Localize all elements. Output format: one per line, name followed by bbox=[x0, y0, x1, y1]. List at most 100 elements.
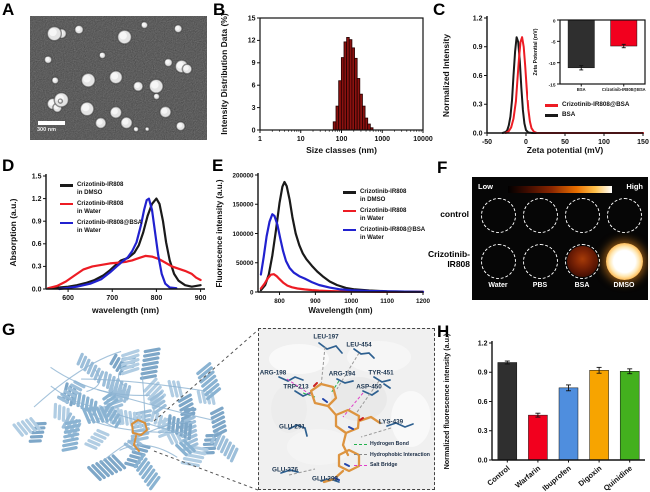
svg-text:15: 15 bbox=[248, 15, 256, 22]
svg-text:150000: 150000 bbox=[232, 202, 254, 209]
residue-label: GLU-291 bbox=[279, 423, 305, 431]
intensity-colorbar bbox=[508, 186, 612, 193]
svg-text:Quinidine: Quinidine bbox=[602, 464, 634, 492]
svg-text:0.3: 0.3 bbox=[32, 264, 42, 271]
svg-text:0.0: 0.0 bbox=[473, 130, 483, 137]
svg-text:Control: Control bbox=[485, 464, 511, 488]
colorbar-high-label: High bbox=[626, 182, 643, 191]
svg-text:1000: 1000 bbox=[374, 136, 390, 143]
svg-text:900: 900 bbox=[195, 295, 207, 302]
column-label: BSA bbox=[574, 282, 590, 289]
svg-text:600: 600 bbox=[62, 295, 74, 302]
svg-text:Wavelength (nm): Wavelength (nm) bbox=[308, 306, 372, 315]
svg-text:0.6: 0.6 bbox=[32, 241, 42, 248]
svg-text:Ibuprofen: Ibuprofen bbox=[541, 463, 574, 492]
panel-h-letter: H bbox=[437, 322, 450, 341]
svg-text:1000: 1000 bbox=[344, 298, 359, 305]
residue-label: TRP-213 bbox=[283, 383, 309, 391]
panel-b-letter: B bbox=[213, 0, 226, 19]
svg-text:0.9: 0.9 bbox=[473, 44, 483, 51]
legend-label: BSA bbox=[562, 111, 576, 118]
svg-text:1.2: 1.2 bbox=[473, 15, 483, 22]
svg-text:Absorption (a.u.): Absorption (a.u.) bbox=[8, 198, 18, 266]
panel-e-letter: E bbox=[212, 156, 224, 175]
residue-label: ARG-194 bbox=[328, 370, 356, 378]
sample-well bbox=[606, 197, 642, 233]
svg-text:BSA: BSA bbox=[577, 87, 586, 92]
svg-text:10000: 10000 bbox=[413, 136, 433, 143]
svg-text:Zeta Potential (mV): Zeta Potential (mV) bbox=[533, 28, 539, 75]
svg-text:0.9: 0.9 bbox=[478, 370, 488, 377]
svg-text:-15: -15 bbox=[549, 82, 556, 88]
svg-text:0.0: 0.0 bbox=[32, 286, 42, 293]
svg-text:Crizotinib-IR808@BSA: Crizotinib-IR808@BSA bbox=[602, 87, 646, 92]
protein-ribbon-structure bbox=[12, 329, 259, 491]
interaction-legend: Hydrogen Bond Hydrophobic Interaction Sa… bbox=[354, 441, 434, 473]
colorbar-low-label: Low bbox=[478, 182, 493, 191]
panel-d-chart: 0.0 0.3 0.6 0.9 1.2 1.5 600 700 800 900 wavelength… bbox=[8, 173, 207, 315]
column-label: DMSO bbox=[613, 282, 635, 289]
svg-text:0.9: 0.9 bbox=[32, 219, 42, 226]
sample-well bbox=[480, 197, 516, 233]
panel-c-inset-chart: 0 -5 -10 -15 BSA Crizotinib-IR808@BSA Zeta Pot… bbox=[528, 14, 650, 100]
svg-text:800: 800 bbox=[151, 295, 163, 302]
svg-text:50: 50 bbox=[561, 139, 569, 146]
fluorescence-imaging-panel: Low High Water PBS BSA DMSO bbox=[472, 177, 648, 300]
residue-label: ARG-198 bbox=[259, 369, 287, 377]
svg-text:0.3: 0.3 bbox=[473, 102, 483, 109]
svg-text:wavelength (nm): wavelength (nm) bbox=[91, 305, 159, 315]
svg-text:0.6: 0.6 bbox=[473, 73, 483, 80]
panel-c-legend: Crizotinib-IR808@BSA BSA bbox=[545, 101, 629, 121]
svg-text:0.0: 0.0 bbox=[478, 457, 488, 464]
tem-scale-label: 300 nm bbox=[37, 127, 56, 133]
sample-well bbox=[605, 242, 643, 280]
panel-c-chart: 0.0 0.3 0.6 0.9 1.2 -5 0 0 50 100 150 Zeta potentia… bbox=[441, 15, 649, 155]
binding-site-zoom-box: LEU-197 LEU-454 ARG-198 ARG-194 TYR-451 … bbox=[258, 328, 435, 490]
svg-text:10: 10 bbox=[297, 136, 305, 143]
svg-text:1.5: 1.5 bbox=[32, 173, 42, 180]
svg-text:150: 150 bbox=[637, 139, 649, 146]
row-label-crizotinib: Crizotinib-IR808 bbox=[427, 249, 470, 269]
residue-label: GLU-276 bbox=[272, 466, 298, 474]
residue-label: LYS-439 bbox=[378, 418, 404, 426]
tem-scale-bar bbox=[38, 121, 65, 125]
svg-text:Warfarin: Warfarin bbox=[513, 463, 542, 490]
svg-text:Zeta potential (mV): Zeta potential (mV) bbox=[527, 145, 604, 155]
svg-text:0: 0 bbox=[553, 18, 556, 24]
residue-label: GLU-293 bbox=[312, 475, 338, 483]
svg-text:1: 1 bbox=[258, 136, 262, 143]
panel-e-chart: 0 50000 100000 150000 200000 800 900 1000 1100 12… bbox=[215, 172, 430, 315]
svg-text:Normalized Intensity: Normalized Intensity bbox=[441, 34, 451, 117]
svg-text:-10: -10 bbox=[549, 61, 556, 67]
svg-text:0.6: 0.6 bbox=[478, 399, 488, 406]
sample-well bbox=[564, 243, 600, 279]
panel-e-legend: Crizotinib-IR808 in DMSO Crizotinib-IR808… bbox=[343, 188, 425, 245]
panel-d-legend: Crizotinib-IR808 in DMSO Crizotinib-IR808… bbox=[60, 181, 142, 238]
residue-label: TYR-451 bbox=[368, 369, 394, 377]
residue-label: LEU-454 bbox=[346, 341, 372, 349]
svg-text:100000: 100000 bbox=[232, 231, 254, 238]
svg-text:900: 900 bbox=[310, 298, 321, 305]
panel-c-letter: C bbox=[433, 0, 446, 19]
svg-text:1.2: 1.2 bbox=[32, 196, 42, 203]
svg-text:0: 0 bbox=[252, 127, 256, 134]
svg-text:0: 0 bbox=[524, 139, 528, 146]
tem-image bbox=[30, 16, 207, 140]
panel-a-letter: A bbox=[2, 0, 15, 19]
svg-text:100: 100 bbox=[598, 139, 610, 146]
svg-text:700: 700 bbox=[106, 295, 118, 302]
svg-text:1100: 1100 bbox=[380, 298, 394, 305]
svg-text:1.2: 1.2 bbox=[478, 340, 488, 347]
sample-well bbox=[522, 197, 558, 233]
svg-text:Intensity Distribution Data (%: Intensity Distribution Data (%) bbox=[219, 13, 229, 135]
svg-text:-5: -5 bbox=[551, 40, 556, 46]
svg-text:200000: 200000 bbox=[232, 172, 254, 179]
column-label: PBS bbox=[532, 282, 548, 289]
column-label: Water bbox=[488, 282, 508, 289]
svg-text:6: 6 bbox=[252, 83, 256, 90]
residue-label: ASP-450 bbox=[356, 383, 382, 391]
svg-text:3: 3 bbox=[252, 105, 256, 112]
legend-label: Crizotinib-IR808@BSA bbox=[562, 101, 630, 108]
